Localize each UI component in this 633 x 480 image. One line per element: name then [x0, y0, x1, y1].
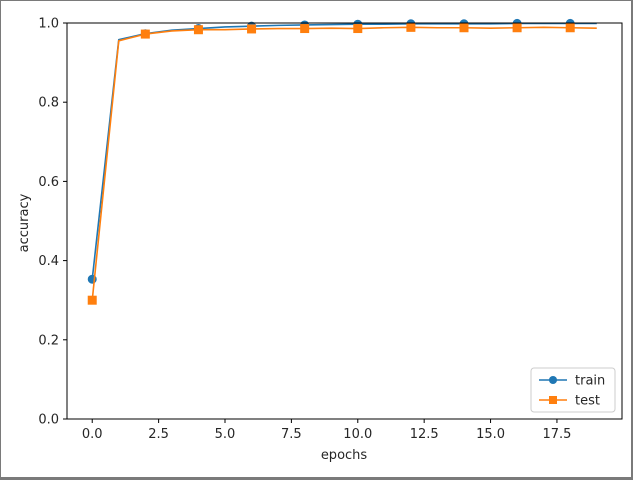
legend-item-test: test: [539, 394, 600, 409]
y-axis-label: accuracy: [17, 193, 32, 252]
x-tick-label: 17.5: [542, 427, 571, 442]
test-point: [140, 29, 150, 39]
test-point: [406, 22, 416, 32]
x-tick-label: 0.0: [82, 427, 103, 442]
test-point: [87, 295, 97, 305]
legend-item-train: train: [539, 374, 605, 389]
plot-area: [67, 23, 622, 419]
test-point: [193, 25, 203, 35]
y-tick-label: 0.2: [38, 333, 59, 348]
legend-label-train: train: [575, 374, 605, 389]
test-point: [353, 24, 363, 34]
legend-marker-test: [549, 396, 557, 404]
x-tick-label: 5.0: [215, 427, 236, 442]
y-tick-label: 0.0: [38, 413, 59, 428]
test-point: [247, 24, 257, 34]
legend-label-test: test: [575, 394, 600, 409]
test-point: [512, 23, 522, 33]
series-test: [87, 22, 597, 305]
x-axis-label: epochs: [321, 448, 368, 463]
y-tick-label: 1.0: [38, 17, 59, 32]
x-tick-label: 10.0: [343, 427, 372, 442]
legend-marker-train: [549, 376, 557, 384]
x-tick-label: 7.5: [281, 427, 302, 442]
x-tick-label: 12.5: [410, 427, 439, 442]
y-tick-label: 0.8: [38, 96, 59, 111]
plot-frame: [66, 22, 623, 420]
y-tick-label: 0.6: [38, 175, 59, 190]
test-point: [459, 23, 469, 33]
axis-ticks: 0.0 2.5 5.0 7.5 10.0 12.5 15.0 17.5 0.0 0.2 0.4 0.6…: [38, 17, 571, 443]
legend: train test: [530, 367, 616, 413]
test-point: [300, 24, 310, 34]
x-tick-label: 2.5: [148, 427, 169, 442]
test-point: [565, 23, 575, 33]
x-tick-label: 15.0: [476, 427, 505, 442]
y-tick-label: 0.4: [38, 254, 59, 269]
